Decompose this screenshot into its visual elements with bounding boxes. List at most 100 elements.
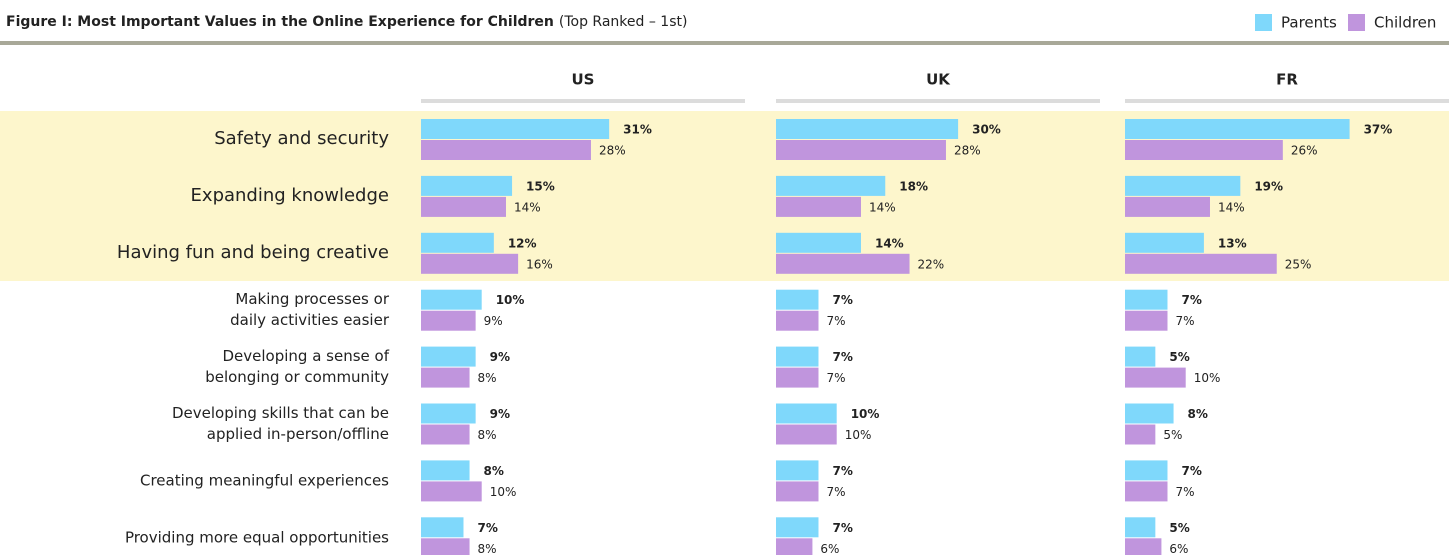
panel-rule (776, 99, 1100, 103)
category-line: Safety and security (214, 128, 389, 149)
category-label: Expanding knowledge (191, 185, 389, 206)
value-label: 14% (1218, 200, 1245, 214)
value-label: 8% (484, 464, 504, 478)
value-label: 12% (508, 236, 537, 250)
bar (776, 460, 819, 481)
bar (776, 346, 819, 367)
bar (776, 119, 959, 139)
bar (421, 517, 464, 538)
bar (776, 289, 819, 310)
bar (421, 289, 482, 310)
bar (776, 367, 819, 388)
bar (421, 232, 494, 253)
panel-title: US (572, 71, 595, 89)
category-line: Expanding knowledge (191, 185, 389, 206)
value-label: 22% (918, 257, 945, 271)
bar (776, 175, 886, 196)
value-label: 28% (599, 144, 626, 158)
value-label: 10% (490, 485, 517, 499)
bar (1125, 424, 1156, 445)
category-label: Making processes or daily activities easi… (230, 290, 390, 329)
bar (421, 196, 506, 217)
bar (776, 538, 813, 555)
category-line: applied in-person/offline (207, 425, 389, 443)
value-label: 8% (1188, 407, 1208, 421)
bar (776, 424, 837, 445)
value-label: 5% (1163, 428, 1182, 442)
bar (421, 538, 470, 555)
value-label: 6% (1169, 542, 1188, 555)
bar (776, 481, 819, 502)
category-line: Having fun and being creative (117, 242, 389, 263)
category-line: Developing a sense of (223, 347, 390, 365)
bar (1125, 289, 1168, 310)
category-line: belonging or community (205, 368, 389, 386)
bar (1125, 367, 1186, 388)
bar (421, 119, 610, 139)
legend-label: Parents (1281, 14, 1337, 32)
value-label: 37% (1364, 123, 1393, 137)
category-label: Developing a sense of belonging or commun… (205, 347, 390, 386)
value-label: 8% (478, 428, 497, 442)
panel-rule (1125, 99, 1449, 103)
value-label: 7% (832, 350, 852, 364)
value-label: 8% (478, 371, 497, 385)
bar (776, 196, 861, 217)
legend-label: Children (1374, 14, 1436, 32)
value-label: 7% (1181, 464, 1201, 478)
value-label: 7% (826, 314, 845, 328)
value-label: 14% (875, 236, 904, 250)
bar (421, 460, 470, 481)
bar (421, 346, 476, 367)
bar (776, 140, 946, 160)
value-label: 7% (1175, 485, 1194, 499)
bar (1125, 403, 1174, 424)
value-label: 5% (1169, 521, 1189, 535)
value-label: 5% (1169, 350, 1189, 364)
bar (1125, 481, 1168, 502)
highlight-band (0, 111, 1449, 281)
bar (776, 310, 819, 331)
value-label: 7% (826, 485, 845, 499)
value-label: 16% (526, 257, 553, 271)
value-label: 7% (477, 521, 497, 535)
bar (421, 367, 470, 388)
category-label: Providing more equal opportunities (125, 528, 389, 546)
bar (1125, 346, 1156, 367)
bar (1125, 140, 1283, 160)
value-label: 6% (820, 542, 839, 555)
value-label: 28% (954, 144, 981, 158)
value-label: 9% (490, 407, 510, 421)
value-label: 14% (514, 200, 541, 214)
bar (421, 481, 482, 502)
category-line: Developing skills that can be (172, 404, 389, 422)
value-label: 10% (845, 428, 872, 442)
panel-rule (421, 99, 745, 103)
value-label: 14% (869, 200, 896, 214)
value-label: 25% (1285, 257, 1312, 271)
value-label: 7% (832, 293, 852, 307)
category-label: Safety and security (214, 128, 389, 149)
panel-title: UK (926, 71, 951, 89)
bar (421, 253, 519, 274)
bar (1125, 517, 1156, 538)
category-line: Making processes or (235, 290, 389, 308)
subtitle: (Top Ranked – 1st) (559, 14, 688, 30)
bar (1125, 310, 1168, 331)
legend-swatch (1255, 14, 1272, 31)
panel-title: FR (1276, 71, 1298, 89)
bar (1125, 253, 1277, 274)
category-line: Providing more equal opportunities (125, 528, 389, 546)
legend-swatch (1348, 14, 1365, 31)
category-line: Creating meaningful experiences (140, 471, 389, 489)
bar (421, 140, 591, 160)
bar (1125, 232, 1204, 253)
bar (1125, 119, 1350, 139)
value-label: 7% (1181, 293, 1201, 307)
value-label: 15% (526, 179, 555, 193)
bar (776, 403, 837, 424)
value-label: 31% (623, 123, 652, 137)
bar (776, 517, 819, 538)
value-label: 18% (899, 179, 928, 193)
